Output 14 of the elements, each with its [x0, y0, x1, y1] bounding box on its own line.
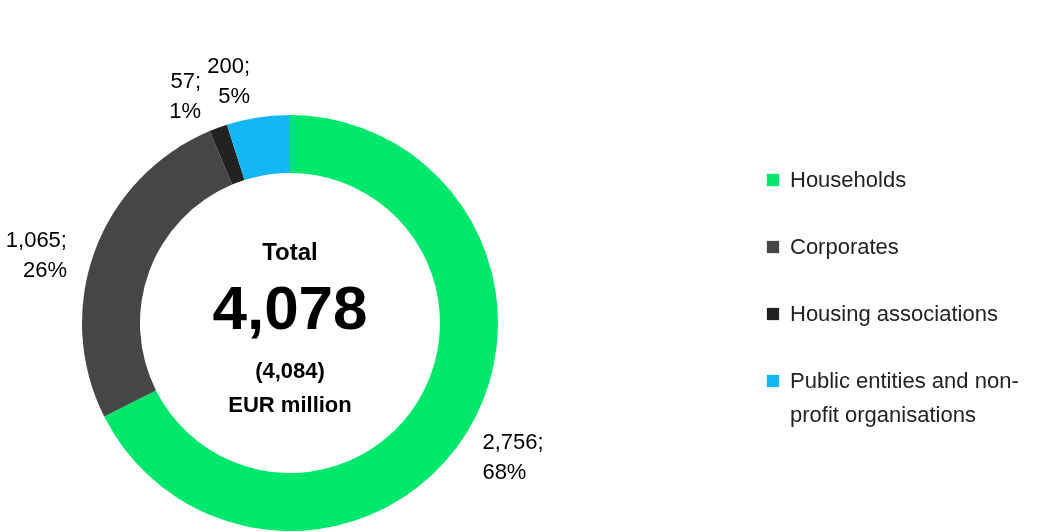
- legend-label: Households: [790, 167, 907, 192]
- data-label: 57; 1%: [169, 67, 202, 123]
- donut-slice: [209, 124, 245, 185]
- legend-label: Public entities and non-profit organisations: [790, 368, 1019, 427]
- text: 4,078: [212, 273, 368, 342]
- text: (4,084): [255, 358, 325, 383]
- text: EUR million: [228, 392, 352, 417]
- data-label: 200; 5%: [207, 53, 251, 109]
- donut-slice: [226, 115, 290, 181]
- data-label: 2,756; 68%: [482, 428, 544, 484]
- text: Total: [262, 238, 318, 265]
- legend-label: Corporates: [790, 234, 899, 259]
- data-label: 1,065; 26%: [5, 227, 67, 283]
- legend-label: Housing associations: [790, 301, 998, 326]
